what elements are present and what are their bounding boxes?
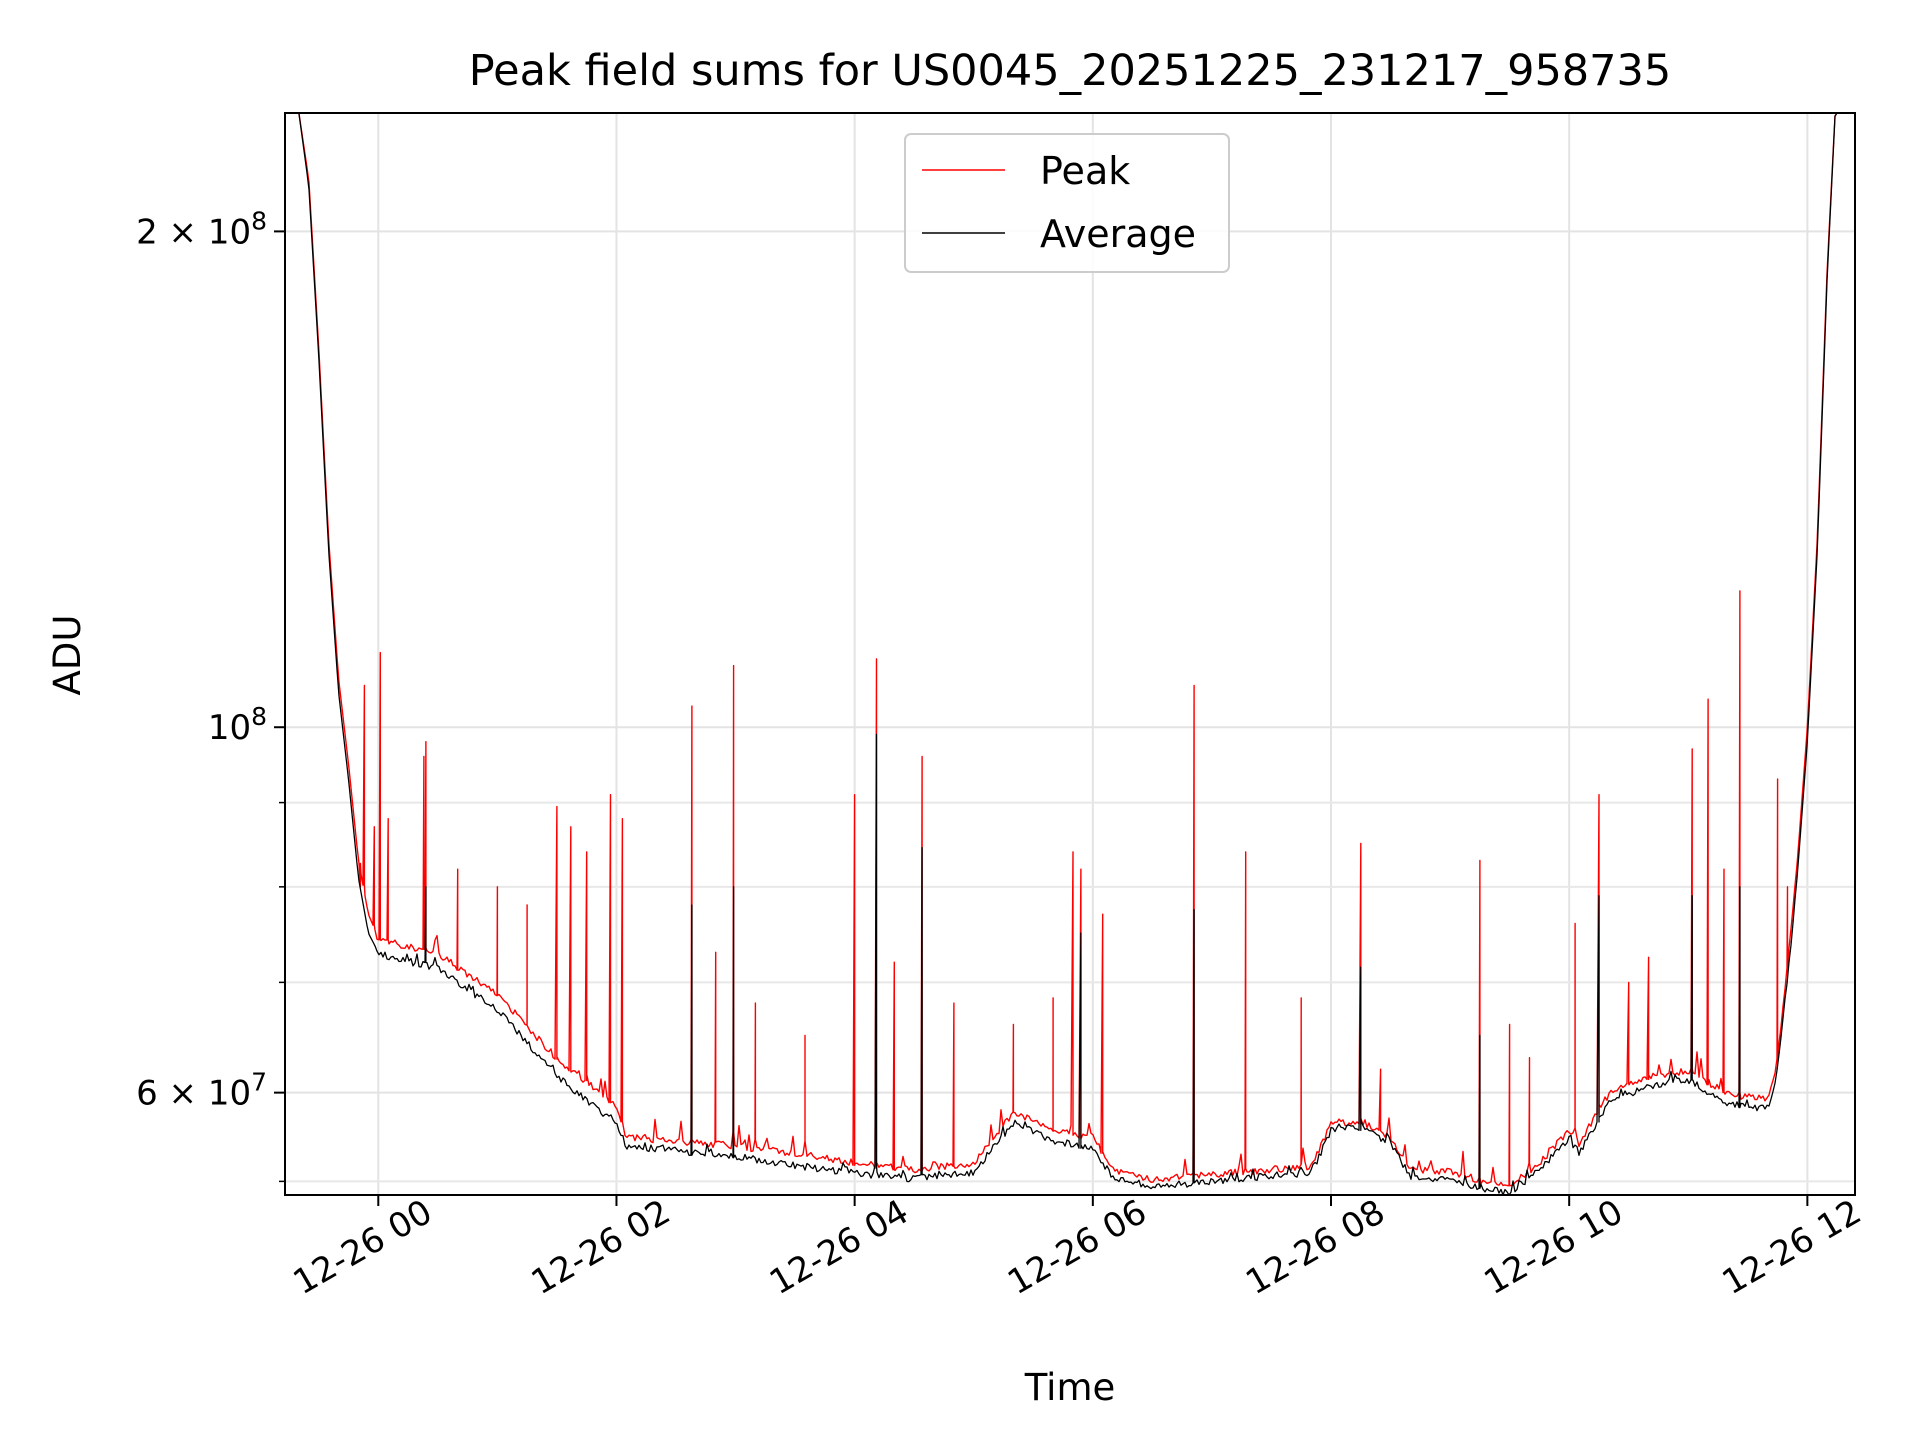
y-tick-label: 108 [208,702,267,748]
plot-frame [284,112,1856,1196]
x-axis-label: Time [1024,1366,1116,1409]
chart-title: Peak field sums for US0045_20251225_2312… [469,46,1672,96]
legend-label-peak: Peak [1040,149,1130,193]
x-axis: 12-26 00 12-26 02 12-26 04 12-26 06 12-26 08… [287,1192,1868,1303]
x-tick-label: 12-26 02 [525,1192,677,1303]
series-line-average [285,112,1855,1196]
legend: Peak Average [904,133,1230,273]
series-line-peak [285,112,1855,1187]
x-tick-label: 12-26 10 [1477,1192,1629,1303]
x-tick-label: 12-26 06 [1001,1192,1153,1303]
grid-lines [285,113,1855,1195]
x-tick-label: 12-26 12 [1716,1192,1868,1303]
y-axis: 2 × 108 108 6 × 107 [136,206,285,1183]
x-tick-label: 12-26 00 [287,1192,439,1303]
y-tick-label: 6 × 107 [136,1068,267,1114]
legend-label-average: Average [1040,212,1196,256]
y-axis-label: ADU [46,615,89,696]
y-tick-label: 2 × 108 [136,206,267,252]
legend-box [904,133,1230,273]
x-tick-label: 12-26 08 [1239,1192,1391,1303]
x-tick-label: 12-26 04 [763,1192,915,1303]
plot-lines [285,112,1855,1196]
